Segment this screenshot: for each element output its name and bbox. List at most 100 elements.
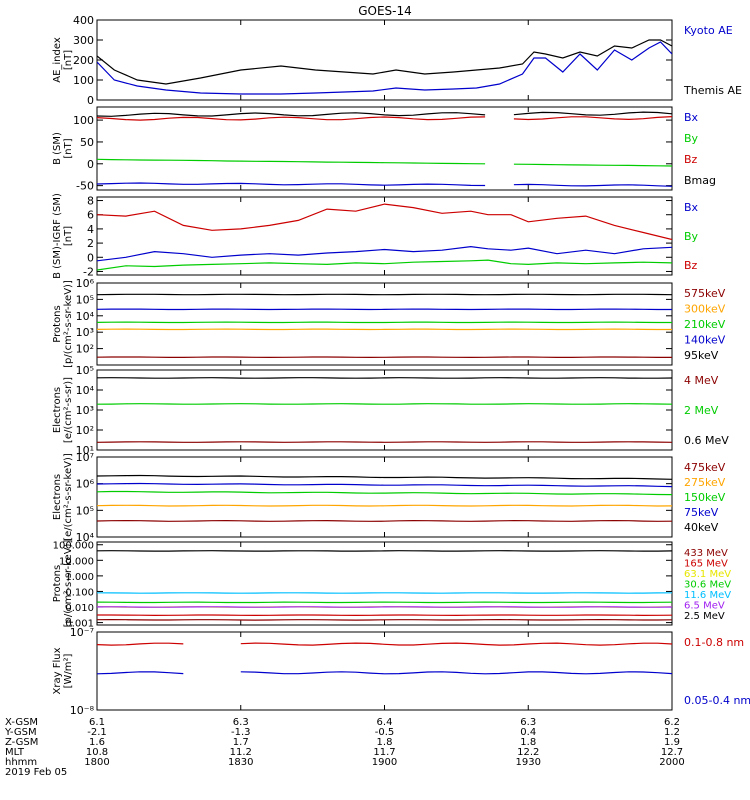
legend-entry: 475keV (684, 461, 726, 474)
legend-entry: 2.5 MeV (684, 611, 725, 622)
series-line-bz (97, 116, 486, 121)
ephemeris-value: 2000 (659, 757, 684, 768)
y-axis-label: Protons[p/(cm²-s-sr-keV)] (52, 280, 74, 368)
legend-entry: 150keV (684, 491, 726, 504)
y-tick-label: 400 (73, 14, 94, 27)
y-axis-label-line: [W/m²] (63, 653, 74, 688)
ephemeris-value: -1.3 (231, 727, 251, 738)
ephemeris-value: 1800 (84, 757, 109, 768)
y-axis-label-line: Protons (52, 305, 63, 342)
series-group (97, 550, 672, 621)
series-line-40kev (97, 474, 672, 480)
y-tick-label: 8 (87, 195, 94, 208)
series-line-2-mev (97, 403, 672, 405)
legend-entry: Bz (684, 259, 698, 272)
ephemeris-value: 1.8 (377, 737, 393, 748)
y-tick-label: 10¹ (76, 444, 94, 457)
series-line-0-1-0-8-nm (97, 642, 184, 646)
series-line-by (97, 259, 672, 271)
panel-ae: 0 100 200 300 400 AE_index[nT] Kyoto AE Themis … (52, 14, 742, 107)
y-tick-label: 10⁵ (76, 504, 94, 517)
y-tick-label: 50 (80, 136, 94, 149)
y-axis-label-line: Xray Flux (52, 647, 63, 694)
panel-frame (96, 282, 673, 366)
y-axis-label-line: [nT] (63, 226, 74, 246)
series-group (97, 39, 672, 95)
y-axis-label: AE_index[nT] (52, 37, 74, 83)
y-axis-label: Electrons[e/(cm²-s-sr)] (52, 377, 74, 443)
y-tick-label: 200 (73, 54, 94, 67)
legend-entry: 140keV (684, 334, 726, 347)
ephemeris-value: 12.7 (661, 747, 683, 758)
ephemeris-value: 11.2 (230, 747, 252, 758)
ephemeris-value: 1.6 (89, 737, 105, 748)
legend-entry: Themis AE (683, 84, 742, 97)
series-group (97, 293, 672, 359)
ephemeris-value: 6.4 (377, 717, 393, 728)
series-group (97, 377, 672, 443)
y-axis-label-line: [nT] (63, 50, 74, 70)
legend-entry: 210keV (684, 318, 726, 331)
ephemeris-label: Z-GSM (5, 737, 38, 748)
ephemeris-value: 12.2 (517, 747, 539, 758)
legend-entry: Bmag (684, 174, 716, 187)
ephemeris-value: 1.2 (664, 727, 680, 738)
series-line-bmag (97, 112, 486, 117)
ephemeris-value: 6.3 (233, 717, 249, 728)
y-tick-label: 0.100 (65, 587, 94, 598)
y-tick-label: 10⁻⁷ (70, 626, 94, 639)
ephemeris-label: hhmm (5, 757, 37, 768)
series-line-0-1-0-8-nm (240, 642, 672, 646)
series-line-bx (97, 182, 486, 187)
series-line-by (97, 158, 486, 165)
legend-entry: 575keV (684, 287, 726, 300)
series-line-433-mev (97, 618, 672, 621)
series-line-0-05-0-4-nm (240, 671, 672, 675)
y-tick-label: 10⁴ (76, 531, 95, 544)
y-axis-label-line: Protons (52, 565, 63, 602)
ephemeris-value: 1.8 (520, 737, 536, 748)
panel-xray: 10⁻⁸ 10⁻⁷ Xray Flux[W/m²] 0.1-0.8 nm 0.05-0.… (52, 626, 750, 717)
panel-frame (96, 106, 673, 191)
ephemeris-value: -2.1 (87, 727, 107, 738)
ephemeris-value: 6.1 (89, 717, 105, 728)
y-tick-label: 10² (76, 343, 94, 356)
legend-entry: 2 MeV (684, 404, 719, 417)
legend-entry: 6.5 MeV (684, 601, 725, 612)
y-tick-label: 2 (87, 237, 94, 250)
panel-frame (96, 456, 673, 538)
legend-entry: Bx (684, 111, 699, 124)
ephemeris-value: 1.7 (233, 737, 249, 748)
series-group (97, 111, 672, 187)
y-axis-label-line: B (SM) (52, 132, 63, 165)
date-label: 2019 Feb 05 (5, 767, 67, 778)
legend-entry: 63.1 MeV (684, 569, 731, 580)
ephemeris-value: 6.2 (664, 717, 680, 728)
legend-entry: 11.6 MeV (684, 590, 731, 601)
y-tick-label: 10⁵ (76, 293, 94, 306)
y-tick-label: 10⁻⁸ (70, 704, 95, 717)
ephemeris-label: X-GSM (5, 717, 38, 728)
y-tick-label: 10⁴ (76, 310, 95, 323)
ephemeris-value: 6.3 (520, 717, 536, 728)
panel-frame (96, 541, 673, 626)
y-tick-label: 10.000 (59, 556, 94, 567)
legend-entry: 0.1-0.8 nm (684, 636, 744, 649)
y-axis-label: Xray Flux[W/m²] (52, 647, 74, 694)
series-line-75kev (97, 482, 672, 488)
legend-entry: Kyoto AE (684, 24, 733, 37)
plot-title: GOES-14 (358, 4, 412, 18)
ephemeris-value: 11.7 (373, 747, 395, 758)
series-line-0-05-0-4-nm (97, 671, 184, 675)
legend-entry: Bz (684, 153, 698, 166)
y-axis-label-line: AE_index (52, 37, 63, 83)
series-line-bz (513, 116, 672, 121)
y-tick-label: 10⁴ (76, 384, 95, 397)
legend-entry: 30.6 MeV (684, 580, 731, 591)
series-line-kyoto-ae (97, 41, 672, 95)
